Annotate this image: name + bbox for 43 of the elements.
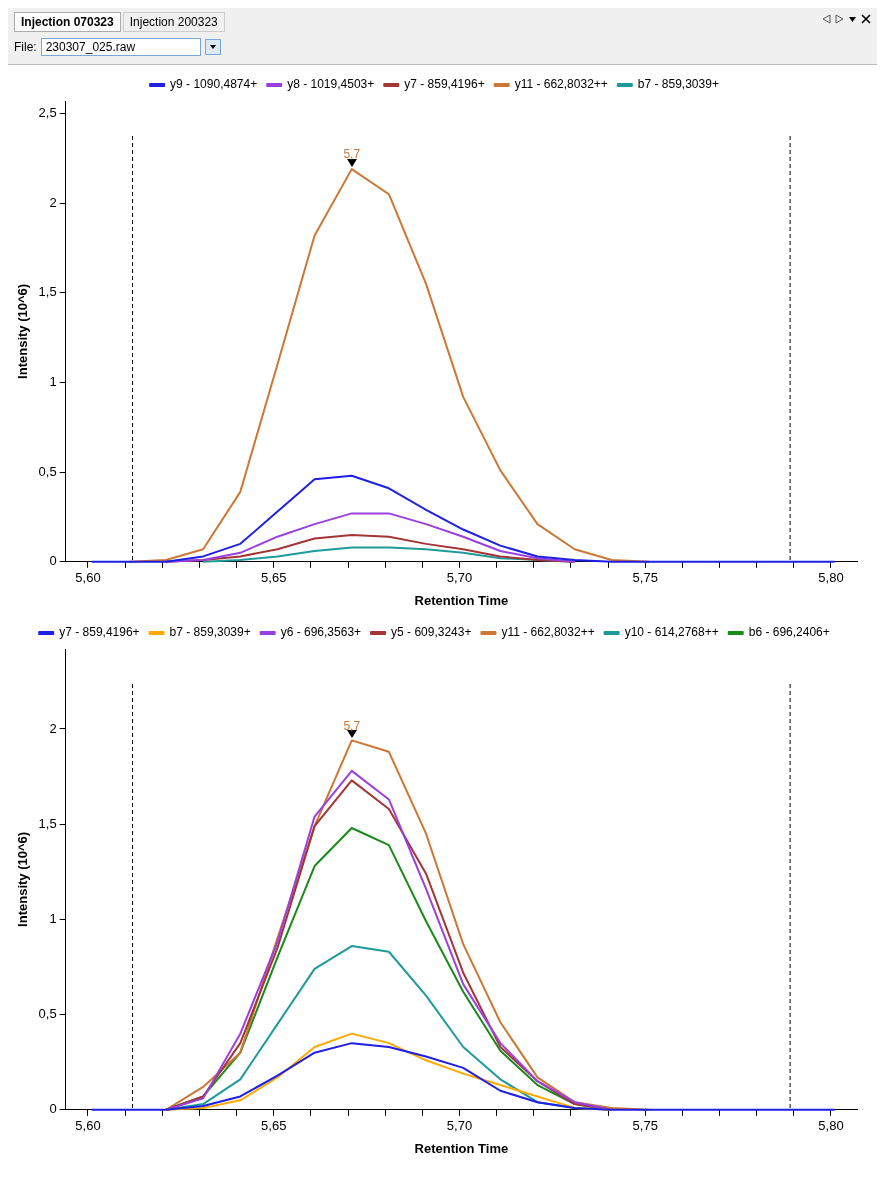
annotation: 5,7 xyxy=(343,147,361,162)
legend-label: y11 - 662,8032++ xyxy=(501,625,595,640)
y-axis-title: Intensity (10^6) xyxy=(15,831,31,927)
y-tick-label: 2 xyxy=(49,720,57,736)
text: File: xyxy=(14,40,37,54)
y-tick-label: 1,5 xyxy=(38,815,57,831)
text: 230307_025.raw xyxy=(40,38,201,56)
x-tick-label: 5,70 xyxy=(446,1118,473,1134)
y-tick-label: 2 xyxy=(49,194,57,210)
legend-label: y11 - 662,8032++ xyxy=(514,77,608,92)
y-tick-label: 0 xyxy=(49,1101,57,1117)
x-tick-label: 5,65 xyxy=(261,1118,287,1134)
y-tick-label: 2,5 xyxy=(38,105,57,121)
text: Injection 200323 xyxy=(122,12,225,32)
legend-label: y7 - 859,4196+ xyxy=(59,625,140,640)
legend-label: y6 - 696,3563+ xyxy=(280,625,362,640)
legend-label: b7 - 859,3039+ xyxy=(637,77,719,92)
y-axis-title: Intensity (10^6) xyxy=(15,283,31,379)
legend-label: y5 - 609,3243+ xyxy=(391,625,472,640)
legend-label: y10 - 614,2768++ xyxy=(624,625,719,640)
x-tick-label: 5,60 xyxy=(75,570,101,586)
text: Injection 070323 xyxy=(14,12,121,32)
y-tick-label: 0,5 xyxy=(38,1006,57,1022)
y-tick-label: 0,5 xyxy=(38,463,57,479)
x-tick-label: 5,60 xyxy=(75,1118,101,1134)
x-tick-label: 5,80 xyxy=(818,1118,844,1134)
legend-label: b6 - 696,2406+ xyxy=(748,625,830,640)
x-tick-label: 5,65 xyxy=(261,570,287,586)
x-tick-label: 5,75 xyxy=(632,570,658,586)
y-tick-label: 1 xyxy=(49,374,57,390)
legend-label: y7 - 859,4196+ xyxy=(404,77,485,92)
x-tick-label: 5,70 xyxy=(446,570,473,586)
legend-label: y9 - 1090,4874+ xyxy=(170,77,258,92)
x-tick-label: 5,75 xyxy=(632,1118,658,1134)
annotation: 5,7 xyxy=(343,718,361,733)
x-tick-label: 5,80 xyxy=(818,570,844,586)
y-tick-label: 1 xyxy=(49,910,57,926)
legend-label: b7 - 859,3039+ xyxy=(169,625,251,640)
x-axis-title: Retention Time xyxy=(414,592,509,608)
y-tick-label: 1,5 xyxy=(38,284,57,300)
y-tick-label: 0 xyxy=(49,553,57,569)
x-axis-title: Retention Time xyxy=(414,1140,509,1156)
legend-label: y8 - 1019,4503+ xyxy=(287,77,375,92)
